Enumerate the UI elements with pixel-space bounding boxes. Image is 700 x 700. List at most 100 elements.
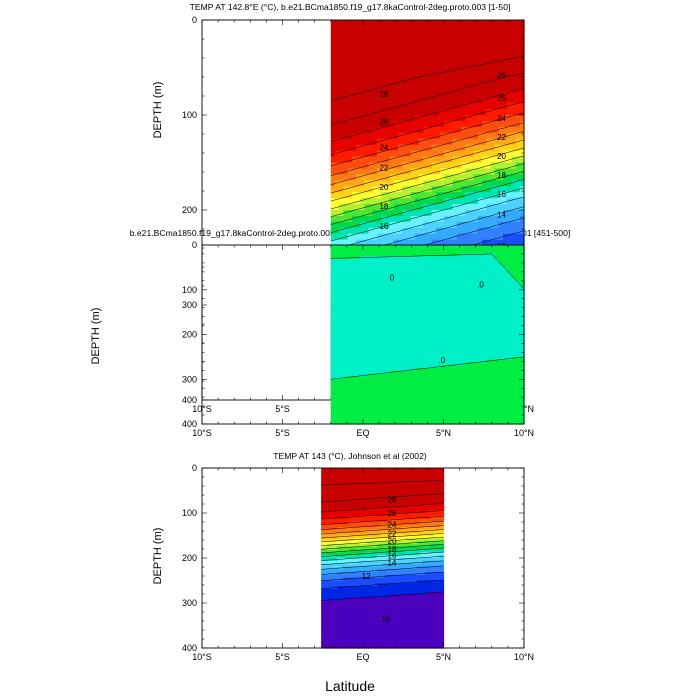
y-tick-label: 200	[182, 330, 197, 340]
y-tick-label: 400	[182, 643, 197, 653]
contour-label: 26	[379, 118, 388, 127]
contour-line-25	[321, 515, 444, 526]
contour-label: 20	[388, 537, 397, 546]
contour-line-0-lower	[330, 356, 525, 380]
contour-label: 10	[381, 615, 390, 624]
contour-label: 28	[379, 90, 388, 99]
x-axis-label: Latitude	[325, 678, 375, 694]
contour-label: 14	[497, 211, 506, 220]
contour-label: 22	[388, 529, 397, 538]
x-tick-label: EQ	[356, 428, 369, 438]
panel-2: 0 .0 .0 10°S 5°S EQ 5°N 10°N 0 100 200 300 400	[182, 240, 534, 438]
panel-3-axes: 10°S 5°S EQ 5°N 10°N 0 100 200 300 400	[182, 463, 534, 662]
x-tick-label: 5°S	[275, 404, 290, 414]
contour-label: 26	[388, 509, 397, 518]
contour-label: 18	[388, 545, 397, 554]
y-tick-label: 0	[192, 463, 197, 473]
x-tick-label: 10°S	[192, 428, 212, 438]
panel-1: 2826242220181614121026262422201816141210…	[182, 15, 534, 414]
contour-label: 16	[497, 190, 506, 199]
contour-label: .0	[477, 280, 484, 289]
x-tick-label: 10°S	[192, 652, 212, 662]
contour-line-0-upper	[330, 253, 525, 290]
contour-line-15	[330, 196, 525, 251]
contour-label: 26	[497, 71, 506, 80]
contour-line-23	[330, 131, 525, 185]
x-tick-label: 5°S	[275, 428, 290, 438]
contour-line-21	[321, 533, 444, 543]
contour-label: 16	[388, 551, 397, 560]
contour-line-14	[321, 560, 444, 570]
panel-1-title: TEMP AT 142.8°E (°C), b.e21.BCma1850.f19…	[189, 2, 511, 12]
contour-label: 0	[390, 274, 395, 283]
contour-line-11	[321, 579, 444, 589]
y-tick-label: 100	[182, 285, 197, 295]
panel-2-field	[330, 245, 525, 425]
panel-2-contours	[330, 253, 525, 380]
contour-label: 18	[379, 202, 388, 211]
y-tick-label: 400	[182, 419, 197, 429]
contour-line-20	[330, 155, 525, 210]
contour-label: 16	[379, 222, 388, 231]
contour-line-27	[330, 88, 525, 142]
contour-line-18	[330, 171, 525, 225]
contour-line-28	[330, 72, 525, 126]
y-tick-label: 100	[182, 110, 197, 120]
panel-3-title: TEMP AT 143 (°C), Johnson et al (2002)	[273, 451, 427, 461]
y-tick-label: 100	[182, 508, 197, 518]
contour-line-23	[321, 525, 444, 535]
contour-line-29	[321, 480, 444, 486]
contour-label: 24	[379, 143, 388, 152]
x-tick-label: 5°N	[436, 428, 451, 438]
contour-line-12	[321, 571, 444, 581]
contour-line-26	[321, 510, 444, 520]
y-tick-label: 200	[182, 205, 197, 215]
contour-label: 20	[379, 183, 388, 192]
x-tick-label: EQ	[356, 652, 369, 662]
contour-line-24	[330, 122, 525, 176]
contour-line-10	[321, 591, 444, 601]
contour-label: 14	[388, 559, 397, 568]
panel-1-field	[330, 20, 525, 401]
y-tick-label: 0	[192, 240, 197, 250]
contour-line-16	[321, 551, 444, 561]
y-tick-label: 400	[182, 395, 197, 405]
contour-line-17	[330, 179, 525, 233]
contour-line-17	[321, 547, 444, 557]
contour-line-13	[321, 565, 444, 575]
contour-label: 28	[388, 496, 397, 505]
contour-line-21	[330, 147, 525, 202]
contour-line-20	[321, 536, 444, 546]
x-tick-label: 5°S	[275, 652, 290, 662]
contour-line-29	[330, 55, 525, 102]
contour-label: 12	[362, 572, 371, 581]
y-tick-label: 300	[182, 598, 197, 608]
contour-line-19	[330, 163, 525, 217]
contour-line-24	[321, 520, 444, 530]
x-tick-label: 10°N	[514, 428, 534, 438]
panel-3-contours	[321, 480, 444, 601]
contour-line-27	[321, 503, 444, 513]
y-tick-label: 0	[192, 15, 197, 25]
contour-line-18	[321, 544, 444, 554]
contour-label: 22	[497, 133, 506, 142]
panel-2-axes: 10°S 5°S EQ 5°N 10°N 0 100 200 300 400	[182, 240, 534, 438]
contour-label: 22	[379, 163, 388, 172]
contour-label: 26	[497, 94, 506, 103]
contour-line-15	[321, 555, 444, 566]
contour-line-22	[321, 529, 444, 539]
contour-line-26	[330, 101, 525, 156]
contour-label: 24	[388, 520, 397, 529]
contour-line-28	[321, 493, 444, 503]
contour-line-16	[330, 187, 525, 242]
x-tick-label: 5°N	[436, 652, 451, 662]
contour-line-19	[321, 540, 444, 550]
y-tick-label: 300	[182, 300, 197, 310]
contour-label: 20	[497, 152, 506, 161]
x-tick-label: 10°N	[514, 652, 534, 662]
y-tick-label: 300	[182, 374, 197, 384]
contour-label: 24	[497, 114, 506, 123]
